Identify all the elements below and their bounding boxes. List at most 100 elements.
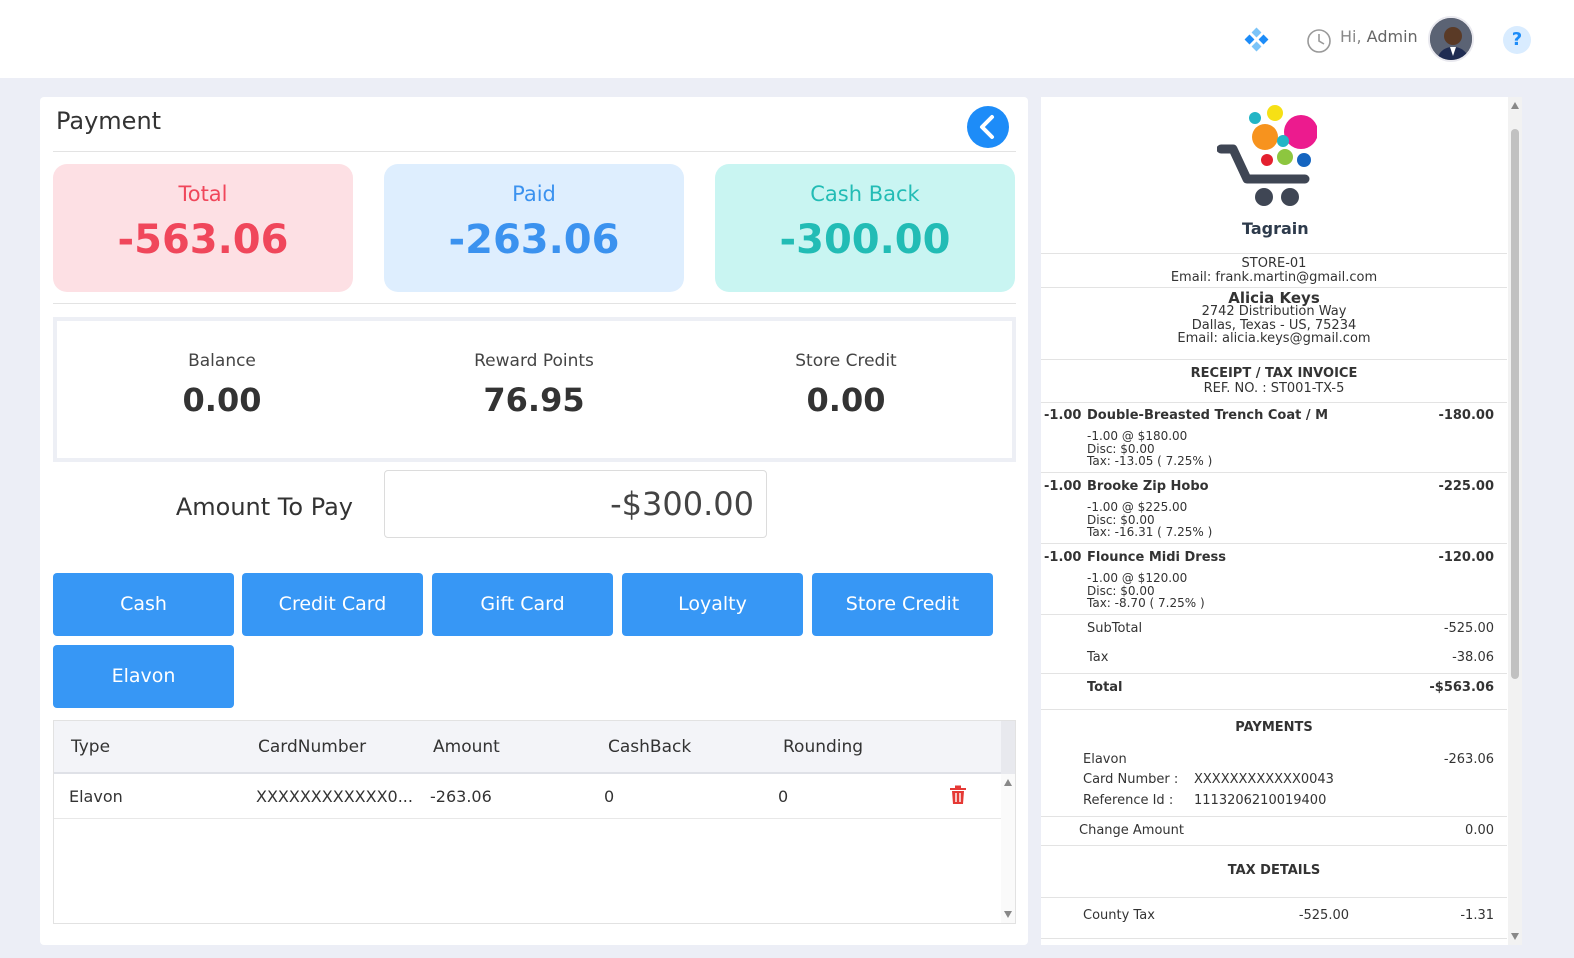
customer-address-line2: Dallas, Texas - US, 75234 [1191,318,1357,333]
divider [1041,938,1507,939]
scroll-down-arrow[interactable] [1511,933,1519,940]
item-qty: -1.00 [1044,550,1082,565]
customer-address-line1: 2742 Distribution Way [1201,304,1347,319]
balance-label: Balance [188,351,256,371]
card-number-value: XXXXXXXXXXXX0043 [1194,772,1334,787]
user-name: Admin [1366,27,1418,46]
amount-to-pay-label: Amount To Pay [175,493,353,521]
reference-id-label: Reference Id : [1083,793,1174,808]
item-discount: Disc: $0.00 [1087,584,1155,598]
divider [53,151,1016,152]
total-card: Total -563.06 [53,164,353,292]
cell-type: Elavon [69,787,123,806]
balance-stat: Balance 0.00 [72,351,372,419]
item-tax: Tax: -13.05 ( 7.25% ) [1087,454,1213,468]
help-icon[interactable]: ? [1503,26,1531,54]
loyalty-button[interactable]: Loyalty [622,573,803,636]
item-tax: Tax: -8.70 ( 7.25% ) [1087,596,1205,610]
county-tax-base: -525.00 [1298,908,1349,923]
divider [1041,816,1507,817]
greeting-prefix: Hi, [1340,27,1362,46]
table-row[interactable]: Elavon XXXXXXXXXXXX0... -263.06 0 0 [54,774,1001,819]
customer-stats: Balance 0.00 Reward Points 76.95 Store C… [53,317,1016,462]
store-email: Email: frank.martin@gmail.com [1170,270,1378,285]
change-amount-label: Change Amount [1079,823,1184,838]
divider [1041,897,1507,898]
column-header-cardnumber: CardNumber [258,737,367,757]
cell-rounding: 0 [778,787,789,806]
customer-email: Email: alicia.keys@gmail.com [1177,331,1371,346]
subtotal-value: -525.00 [1443,621,1494,636]
item-total: -120.00 [1438,550,1494,565]
cash-button[interactable]: Cash [53,573,234,636]
column-header-rounding: Rounding [783,737,864,757]
payment-amount: -263.06 [1443,752,1494,767]
tax-label: Tax [1087,650,1109,665]
divider [1041,614,1507,615]
receipt-total-label: Total [1087,680,1123,695]
total-value: -563.06 [117,217,289,263]
customer-name: Alicia Keys [1228,289,1320,307]
scroll-down-arrow[interactable] [1004,911,1012,918]
cell-amount: -263.06 [430,787,492,806]
tax-details-title: TAX DETAILS [1227,863,1321,878]
total-label: Total [178,182,228,206]
cell-cardnumber: XXXXXXXXXXXX0... [256,787,413,806]
divider [1041,543,1507,544]
divider [1041,845,1507,846]
tax-value: -38.06 [1452,650,1494,665]
store-id: STORE-01 [1241,256,1307,271]
payment-panel: Payment Total -563.06 Paid -263.06 Cash … [40,97,1028,945]
divider [1041,673,1507,674]
item-name: Double-Breasted Trench Coat / M [1087,408,1329,423]
item-name: Brooke Zip Hobo [1087,479,1209,494]
reward-points-label: Reward Points [474,351,594,371]
amount-to-pay-input[interactable]: -$300.00 [384,470,767,538]
item-price-line: -1.00 @ $225.00 [1087,500,1188,514]
paid-label: Paid [512,182,556,206]
county-tax-value: -1.31 [1460,908,1494,923]
subtotal-label: SubTotal [1087,621,1143,636]
table-scrollbar[interactable] [1001,774,1015,923]
gift-card-button[interactable]: Gift Card [432,573,613,636]
balance-value: 0.00 [182,381,262,419]
county-tax-label: County Tax [1083,908,1155,923]
page-title: Payment [56,107,162,135]
elavon-button[interactable]: Elavon [53,645,234,708]
credit-card-button[interactable]: Credit Card [242,573,423,636]
scrollbar-thumb[interactable] [1511,129,1519,679]
receipt-scrollbar[interactable] [1508,97,1522,945]
scroll-up-arrow[interactable] [1511,102,1519,109]
receipt-panel: Tagrain STORE-01 Email: frank.martin@gma… [1041,97,1522,945]
table-header: Type CardNumber Amount CashBack Rounding [54,721,1001,774]
top-bar: Hi, Admin ? [0,0,1574,78]
receipt-total-value: -$563.06 [1429,680,1494,695]
store-credit-button[interactable]: Store Credit [812,573,993,636]
column-header-type: Type [71,737,111,757]
divider [1041,359,1507,360]
cashback-label: Cash Back [810,182,920,206]
change-amount-value: 0.00 [1465,823,1494,838]
apps-diamond-icon[interactable] [1242,26,1270,54]
reward-points-value: 76.95 [483,381,585,419]
scroll-up-arrow[interactable] [1004,779,1012,786]
avatar[interactable] [1428,16,1474,62]
card-number-label: Card Number : [1083,772,1179,787]
divider [1041,402,1507,403]
cashback-card: Cash Back -300.00 [715,164,1015,292]
item-name: Flounce Midi Dress [1087,550,1227,565]
item-price-line: -1.00 @ $180.00 [1087,429,1188,443]
trash-icon[interactable] [949,785,967,805]
cashback-value: -300.00 [779,217,951,263]
divider [1041,709,1507,710]
back-button[interactable] [967,106,1009,148]
receipt-title: RECEIPT / TAX INVOICE [1190,366,1358,381]
paid-card: Paid -263.06 [384,164,684,292]
item-total: -180.00 [1438,408,1494,423]
item-discount: Disc: $0.00 [1087,513,1155,527]
user-greeting[interactable]: Hi, Admin [1340,27,1418,46]
payments-table: Type CardNumber Amount CashBack Rounding… [53,720,1016,924]
clock-icon[interactable] [1306,28,1332,54]
payment-type: Elavon [1083,752,1127,767]
avatar-image [1430,18,1472,60]
